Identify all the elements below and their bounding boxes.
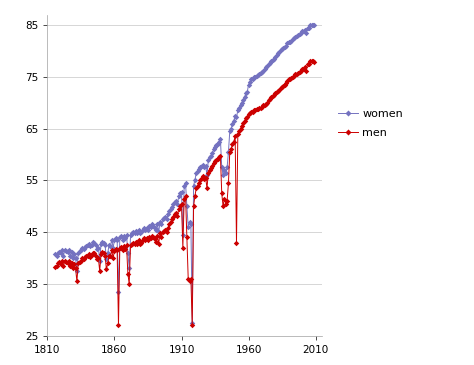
men xyxy=(254,107,259,112)
men xyxy=(308,59,313,64)
women xyxy=(254,73,259,78)
women xyxy=(174,201,180,206)
men xyxy=(106,253,112,258)
Legend: women, men: women, men xyxy=(333,104,407,142)
men xyxy=(176,207,182,211)
women xyxy=(53,252,58,256)
women xyxy=(106,243,112,247)
women xyxy=(308,23,313,27)
men xyxy=(262,103,267,107)
women xyxy=(187,220,192,224)
women xyxy=(77,249,82,253)
men xyxy=(311,60,317,65)
men xyxy=(116,323,121,328)
women xyxy=(311,23,317,27)
Line: men: men xyxy=(54,59,316,327)
Line: women: women xyxy=(54,23,316,325)
men xyxy=(53,265,58,269)
men xyxy=(188,277,194,281)
women xyxy=(262,67,267,71)
men xyxy=(77,260,82,264)
women xyxy=(190,321,195,325)
